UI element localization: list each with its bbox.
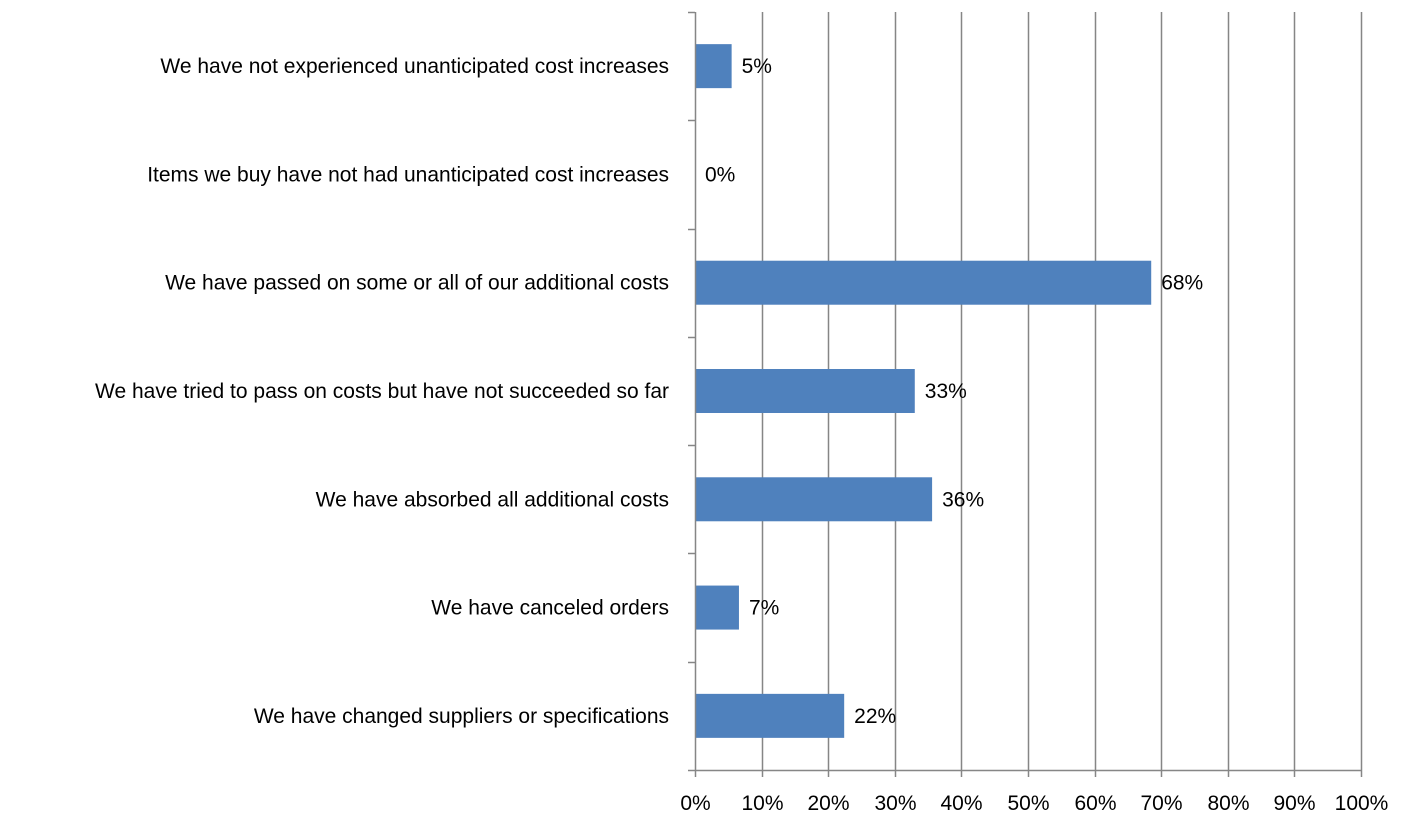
bar-1 (695, 44, 732, 89)
data-label-4: 33% (925, 380, 967, 403)
data-label-1: 5% (742, 55, 772, 78)
labels: 5% We have not experienced unanticipated … (95, 55, 1388, 815)
category-label-7: We have changed suppliers or specificati… (254, 705, 669, 728)
category-label-2: Items we buy have not had unanticipated … (147, 163, 669, 186)
category-label-5: We have absorbed all additional costs (316, 488, 669, 511)
x-tick-label-10: 10% (741, 792, 783, 815)
category-label-1: We have not experienced unanticipated co… (160, 55, 669, 78)
category-label-4: We have tried to pass on costs but have … (95, 380, 669, 403)
x-tick-label-100: 100% (1335, 792, 1389, 815)
bars (695, 44, 1152, 738)
axes (688, 11, 1363, 777)
x-tick-label-0: 0% (680, 792, 710, 815)
category-label-3: We have passed on some or all of our add… (165, 272, 669, 295)
bar-5 (695, 477, 933, 522)
bar-3 (695, 260, 1152, 305)
x-tick-label-60: 60% (1074, 792, 1116, 815)
x-tick-label-80: 80% (1207, 792, 1249, 815)
x-tick-label-90: 90% (1273, 792, 1315, 815)
x-tick-label-70: 70% (1140, 792, 1182, 815)
x-tick-label-50: 50% (1007, 792, 1049, 815)
bar-4 (695, 369, 915, 413)
data-label-6: 7% (749, 597, 779, 620)
data-label-3: 68% (1161, 272, 1203, 295)
data-label-5: 36% (942, 488, 984, 511)
bar-7 (695, 693, 845, 738)
grid-lines (761, 12, 1363, 770)
x-tick-label-40: 40% (940, 792, 982, 815)
x-tick-label-30: 30% (874, 792, 916, 815)
data-label-7: 22% (854, 705, 896, 728)
data-label-2: 0% (705, 163, 735, 186)
category-label-6: We have canceled orders (431, 597, 669, 620)
x-tick-label-20: 20% (807, 792, 849, 815)
bar-6 (695, 585, 739, 630)
